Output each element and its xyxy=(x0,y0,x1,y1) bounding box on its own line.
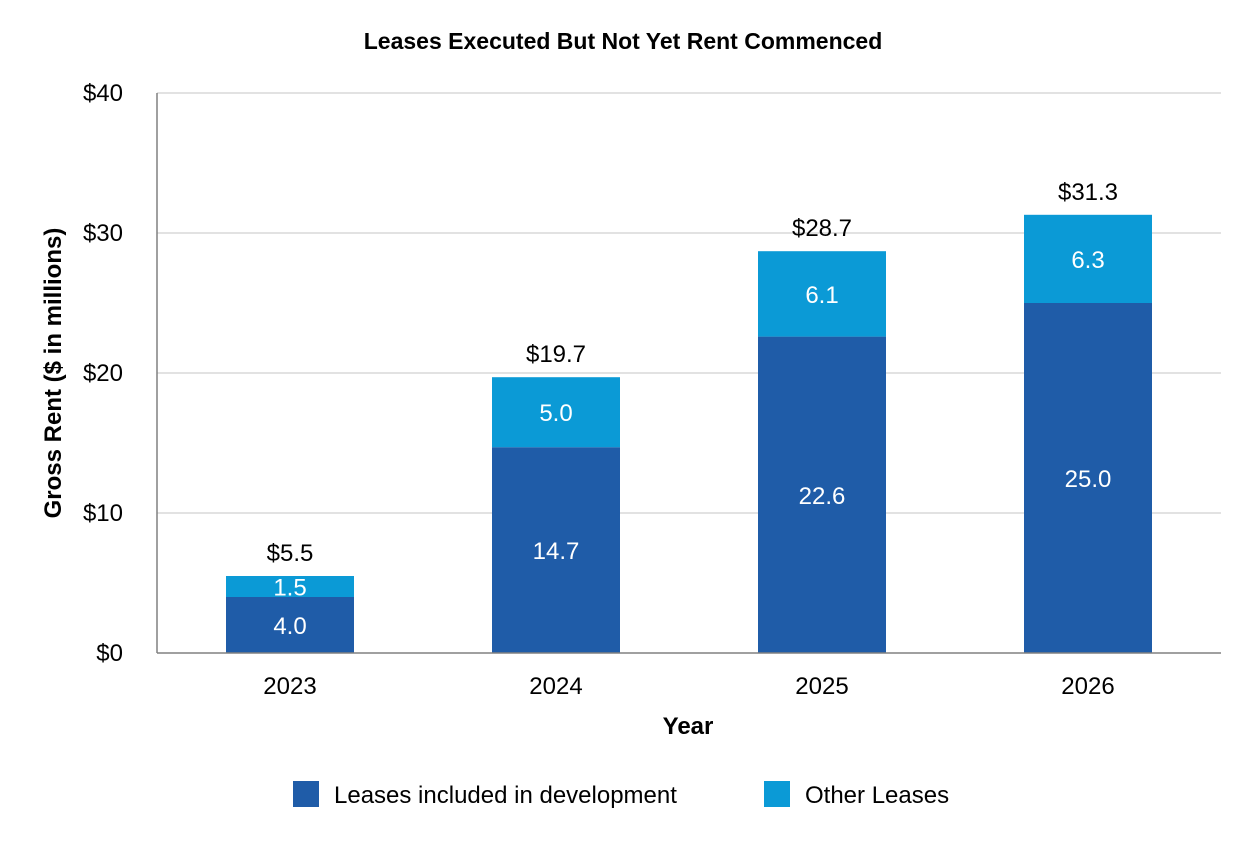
x-tick-label: 2026 xyxy=(1061,673,1114,700)
total-label: $31.3 xyxy=(1058,179,1118,206)
total-label: $19.7 xyxy=(526,341,586,368)
bar-segment xyxy=(1024,214,1152,303)
x-tick-label: 2024 xyxy=(529,673,582,700)
y-tick-label: $40 xyxy=(83,80,123,107)
data-label: 22.6 xyxy=(799,483,846,510)
total-label: $5.5 xyxy=(267,540,314,567)
y-tick-label: $0 xyxy=(96,640,123,667)
total-label: $28.7 xyxy=(792,215,852,242)
legend-label: Leases included in development xyxy=(334,782,677,809)
bar-segment xyxy=(226,597,354,653)
legend-label: Other Leases xyxy=(805,782,949,809)
x-axis-title: Year xyxy=(663,713,714,740)
x-tick-label: 2023 xyxy=(263,673,316,700)
x-axis: 2023 2024 2025 2026 xyxy=(157,652,1221,700)
chart-title: Leases Executed But Not Yet Rent Commenc… xyxy=(364,28,883,54)
legend: Leases included in development Other Leas… xyxy=(293,781,949,809)
data-label: 5.0 xyxy=(539,400,572,427)
bar-segment xyxy=(226,576,354,597)
data-label: 6.3 xyxy=(1071,247,1104,274)
x-tick-label: 2025 xyxy=(795,673,848,700)
legend-swatch xyxy=(293,781,319,807)
y-axis-title: Gross Rent ($ in millions) xyxy=(40,228,67,519)
legend-swatch xyxy=(764,781,790,807)
bar-segment xyxy=(758,251,886,337)
bar-segment xyxy=(1024,303,1152,653)
data-label: 14.7 xyxy=(533,538,580,565)
data-label: 1.5 xyxy=(273,575,306,602)
y-axis: $0 $10 $20 $30 $40 xyxy=(83,80,158,667)
y-tick-label: $30 xyxy=(83,220,123,247)
bars: 4.0 1.5 $5.5 14.7 5.0 $19.7 22.6 6.1 $28.7 25.0 6.… xyxy=(226,179,1152,653)
data-label: 6.1 xyxy=(805,282,838,309)
y-tick-label: $10 xyxy=(83,500,123,527)
bar-segment xyxy=(758,336,886,653)
data-label: 25.0 xyxy=(1065,466,1112,493)
bar-segment xyxy=(492,447,620,653)
y-tick-label: $20 xyxy=(83,360,123,387)
bar-segment xyxy=(492,377,620,448)
data-label: 4.0 xyxy=(273,613,306,640)
